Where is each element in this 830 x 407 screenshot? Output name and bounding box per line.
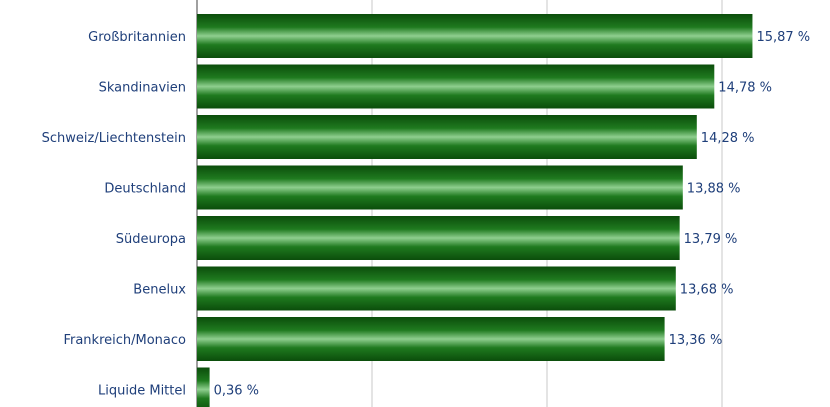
bar (197, 367, 210, 407)
category-label: Schweiz/Liechtenstein (42, 131, 186, 146)
bar (197, 115, 697, 159)
bar (197, 266, 676, 311)
value-label: 13,68 % (680, 283, 734, 298)
category-label: Liquide Mittel (98, 384, 186, 399)
labels: Großbritannien 15,87 % Skandinavien 14,78 %… (42, 30, 811, 399)
category-label: Deutschland (104, 182, 186, 197)
bar (197, 64, 715, 109)
value-label: 14,78 % (718, 81, 772, 96)
category-label: Frankreich/Monaco (63, 333, 186, 348)
bar (197, 317, 665, 361)
value-label: 13,36 % (669, 333, 723, 348)
category-label: Großbritannien (88, 30, 186, 45)
bar (197, 216, 680, 260)
bar (197, 165, 683, 210)
bar (197, 14, 753, 58)
category-label: Benelux (133, 283, 186, 298)
category-label: Südeuropa (116, 232, 186, 247)
value-label: 13,79 % (684, 232, 738, 247)
category-label: Skandinavien (99, 81, 186, 96)
bars (197, 14, 753, 407)
value-label: 13,88 % (687, 182, 741, 197)
value-label: 15,87 % (756, 30, 810, 45)
value-label: 14,28 % (701, 131, 755, 146)
value-label: 0,36 % (214, 384, 259, 399)
